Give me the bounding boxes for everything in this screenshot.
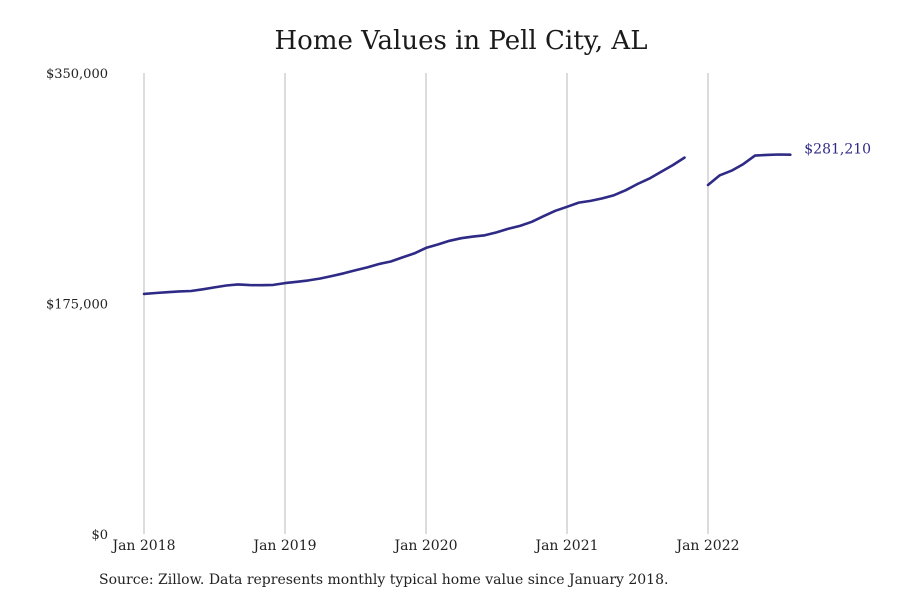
x-tick-label: Jan 2022 [674,538,739,554]
x-tick-label: Jan 2018 [110,538,175,554]
end-value-label: $281,210 [804,142,871,158]
chart-title: Home Values in Pell City, AL [274,26,648,56]
series-line-segment-1 [142,156,686,296]
y-axis-tick-labels: $0 $175,000 $350,000 [46,67,108,543]
y-tick-label: $350,000 [46,67,108,82]
x-tick-label: Jan 2019 [251,538,316,554]
y-tick-label: $175,000 [46,298,108,313]
x-tick-label: Jan 2020 [392,538,457,554]
series-lines [142,153,792,296]
y-tick-label: $0 [91,528,108,543]
source-note: Source: Zillow. Data represents monthly … [99,572,669,588]
x-tick-label: Jan 2021 [533,538,598,554]
x-axis-tick-labels: Jan 2018 Jan 2019 Jan 2020 Jan 2021 Jan 2022 [110,538,739,554]
end-label-group: $281,210 [804,142,871,158]
gridlines [143,73,709,534]
series-line-segment-2 [706,153,792,187]
